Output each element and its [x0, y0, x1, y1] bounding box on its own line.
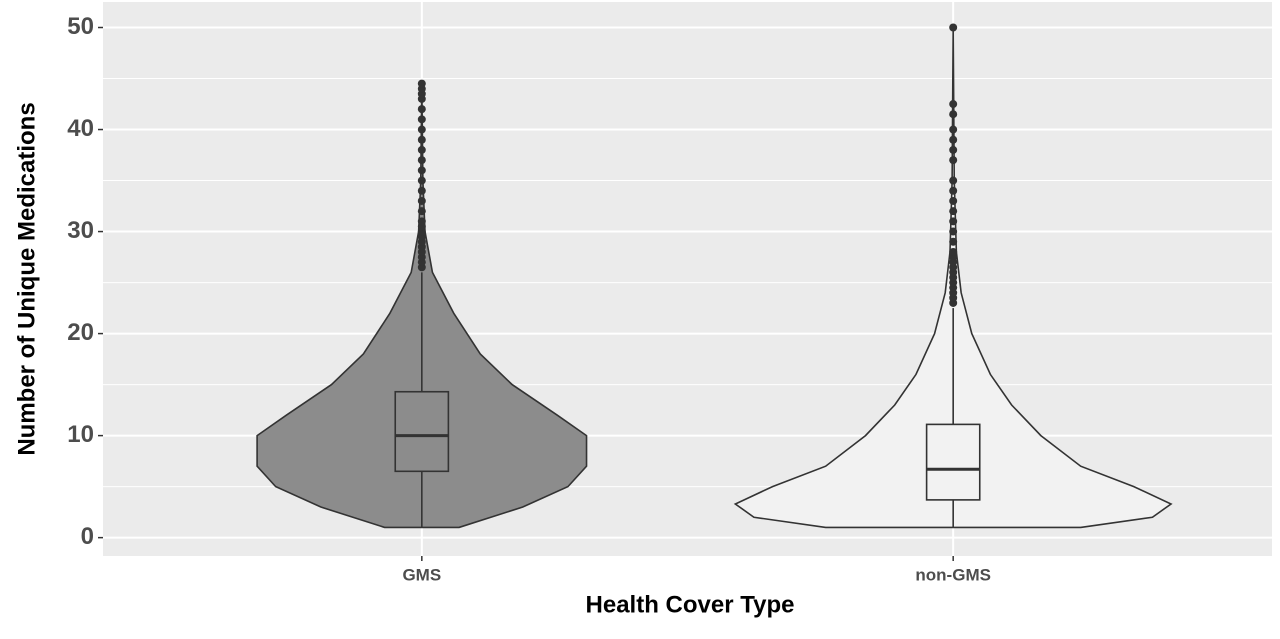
outlier: [417, 186, 426, 195]
outlier: [949, 125, 958, 134]
outlier: [949, 196, 958, 205]
y-tick-label: 50: [67, 13, 94, 40]
outlier: [949, 100, 958, 109]
outlier: [949, 176, 958, 185]
outlier: [417, 79, 426, 88]
y-tick-label: 0: [81, 523, 94, 550]
y-tick-label: 20: [67, 319, 94, 346]
outlier: [949, 145, 958, 154]
outlier: [949, 156, 958, 165]
outlier: [417, 196, 426, 205]
outlier: [417, 115, 426, 124]
x-tick-label: non-GMS: [915, 565, 991, 584]
box: [394, 390, 450, 473]
box: [925, 423, 981, 501]
y-tick-label: 40: [67, 115, 94, 142]
outlier: [417, 105, 426, 114]
outlier: [417, 156, 426, 165]
outlier: [949, 23, 958, 32]
outlier: [417, 135, 426, 144]
outlier: [949, 110, 958, 119]
outlier: [417, 207, 426, 216]
x-tick-label: GMS: [402, 565, 441, 584]
outlier: [949, 227, 958, 236]
y-axis-title: Number of Unique Medications: [13, 102, 40, 455]
outlier: [417, 125, 426, 134]
outlier: [949, 237, 958, 246]
y-tick-label: 30: [67, 217, 94, 244]
outlier: [949, 135, 958, 144]
outlier: [949, 217, 958, 226]
outlier: [417, 217, 426, 226]
outlier: [417, 145, 426, 154]
outlier: [417, 176, 426, 185]
outlier: [949, 247, 958, 256]
outlier: [417, 166, 426, 175]
y-tick-label: 10: [67, 421, 94, 448]
outlier: [949, 186, 958, 195]
x-axis-title: Health Cover Type: [586, 591, 795, 618]
outlier: [949, 207, 958, 216]
